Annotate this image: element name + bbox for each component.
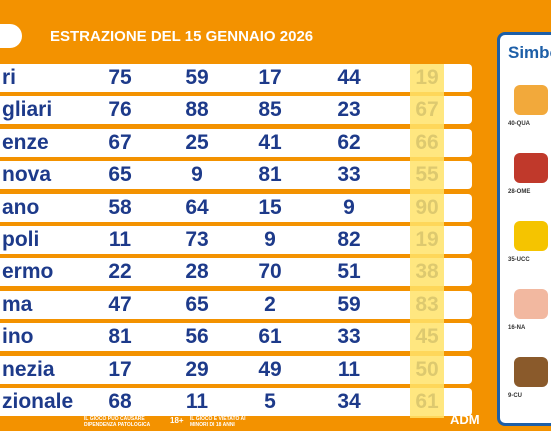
- number: 17: [108, 357, 132, 381]
- number: 44: [337, 66, 361, 89]
- age: 18+: [170, 416, 184, 425]
- row-bg: [0, 193, 472, 222]
- warning: IL GIOCO PUÒ CAUSARE DIPENDENZA PATOLOGI…: [84, 416, 151, 428]
- number: 29: [185, 357, 209, 381]
- number: 88: [185, 98, 209, 122]
- logo: [0, 24, 22, 48]
- table-row: ri7559174419: [0, 64, 472, 92]
- symbol-icon: [514, 289, 548, 319]
- number: 33: [337, 163, 361, 187]
- number: 59: [185, 66, 209, 89]
- wheel-name: ma: [2, 292, 33, 316]
- wheel-name: ermo: [2, 260, 54, 284]
- table-row: poli117398219: [0, 226, 472, 254]
- number: 73: [185, 228, 209, 251]
- number: 67: [108, 130, 132, 154]
- table-row: ma476525983: [0, 290, 472, 319]
- wheel-name: enze: [2, 130, 49, 154]
- table-row: nezia1729491150: [0, 355, 472, 384]
- symbol-label: 28-OME: [508, 189, 531, 195]
- number: 68: [108, 390, 132, 413]
- symbol-label: 35-UCC: [508, 257, 530, 263]
- row-bg: [0, 258, 472, 287]
- table-row: enze6725416266: [0, 128, 472, 157]
- panel-title: Simbo: [508, 43, 551, 62]
- number: 76: [108, 98, 132, 122]
- side-panel: Simbo 40-QUA 28-OME 35-UCC 16-NA 9-CU: [497, 32, 551, 426]
- table-row: ano586415990: [0, 193, 472, 222]
- wheel-name: ri: [2, 66, 17, 89]
- number: 65: [185, 292, 209, 316]
- symbol-label: 16-NA: [508, 325, 526, 331]
- number: 33: [337, 325, 361, 349]
- number: 70: [258, 260, 282, 284]
- row-bg: [0, 64, 472, 92]
- wheel-name: nova: [2, 163, 52, 187]
- wheel-name: poli: [2, 228, 40, 251]
- row-bg: [0, 388, 472, 416]
- number: 25: [185, 130, 209, 154]
- number: 15: [258, 195, 282, 219]
- number: 59: [337, 292, 361, 316]
- number: 9: [343, 195, 355, 219]
- number: 64: [185, 195, 209, 219]
- symbol-icon: [514, 221, 548, 251]
- number: 28: [185, 260, 209, 284]
- number: 34: [337, 390, 361, 413]
- highlight-column: [410, 64, 444, 418]
- table-row: ermo2228705138: [0, 258, 472, 287]
- number: 17: [258, 66, 282, 89]
- number: 9: [264, 228, 276, 251]
- row-bg: [0, 128, 472, 157]
- row-bg: [0, 226, 472, 254]
- wheel-name: ano: [2, 195, 40, 219]
- table-row: nova659813355: [0, 161, 472, 190]
- title: ESTRAZIONE DEL 15 GENNAIO 2026: [50, 28, 314, 45]
- number: 81: [108, 325, 132, 349]
- wheel-name: ino: [2, 325, 34, 349]
- row-bg: [0, 323, 472, 352]
- number: 11: [185, 390, 209, 413]
- number: 11: [337, 357, 361, 381]
- number: 75: [108, 66, 132, 89]
- wheel-name: zionale: [2, 390, 74, 413]
- number: 81: [258, 163, 282, 187]
- symbol-icon: [514, 357, 548, 387]
- number: 2: [264, 292, 276, 316]
- number: 47: [108, 292, 132, 316]
- row-bg: [0, 290, 472, 319]
- number: 85: [258, 98, 282, 122]
- number: 22: [108, 260, 132, 284]
- number: 56: [185, 325, 209, 349]
- row-bg: [0, 96, 472, 125]
- number: 5: [264, 390, 276, 413]
- wheel-name: nezia: [2, 357, 55, 381]
- number: 49: [258, 357, 282, 381]
- table-row: gliari7688852367: [0, 96, 472, 125]
- table-row: ino8156613345: [0, 323, 472, 352]
- symbol-label: 40-QUA: [508, 121, 531, 127]
- minors: IL GIOCO È VIETATO AI MINORI DI 18 ANNI: [190, 416, 246, 428]
- table-row: zionale681153461: [0, 388, 472, 416]
- number: 61: [258, 325, 282, 349]
- symbol-label: 9-CU: [508, 393, 523, 399]
- number: 58: [108, 195, 132, 219]
- number: 82: [337, 228, 361, 251]
- number: 23: [337, 98, 361, 122]
- number: 51: [337, 260, 361, 284]
- number: 41: [258, 130, 282, 154]
- symbol-icon: [514, 153, 548, 183]
- number: 11: [108, 228, 132, 251]
- number: 65: [108, 163, 132, 187]
- wheel-name: gliari: [2, 98, 53, 122]
- row-bg: [0, 161, 472, 190]
- symbol-icon: [514, 85, 548, 115]
- row-bg: [0, 355, 472, 384]
- number: 62: [337, 130, 361, 154]
- number: 9: [191, 163, 203, 187]
